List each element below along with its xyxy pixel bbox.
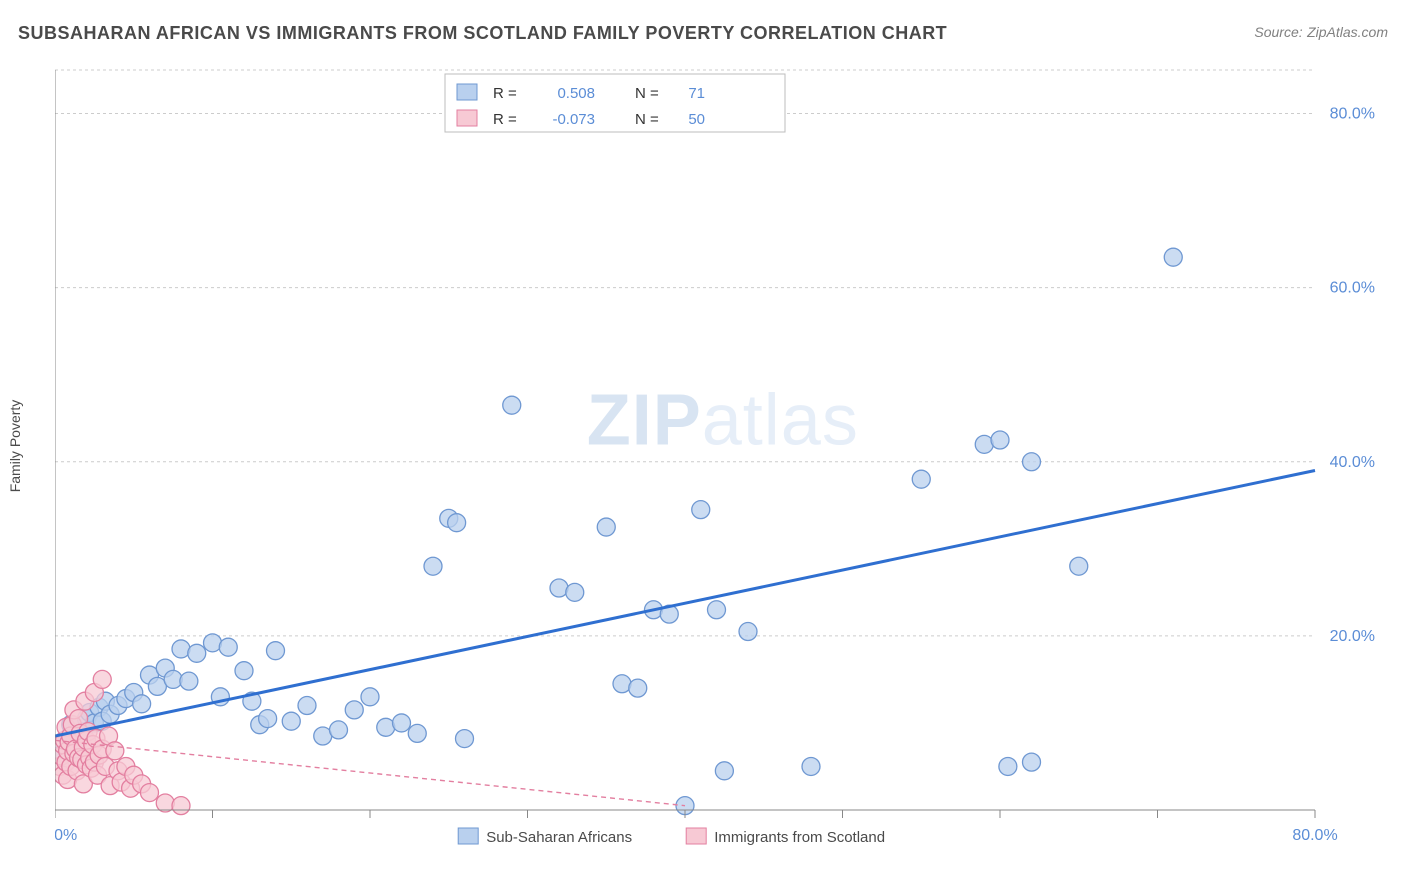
data-point (629, 679, 647, 697)
data-point (503, 396, 521, 414)
data-point (156, 794, 174, 812)
legend-n-value: 50 (688, 111, 705, 128)
data-point (912, 470, 930, 488)
series-legend-label: Sub-Saharan Africans (486, 829, 632, 846)
data-point (282, 712, 300, 730)
data-point (802, 757, 820, 775)
data-point (408, 724, 426, 742)
data-point (188, 644, 206, 662)
legend-r-label: R = (493, 111, 517, 128)
data-point (566, 583, 584, 601)
legend-n-value: 71 (688, 85, 705, 102)
legend-swatch (457, 110, 477, 126)
data-point (141, 784, 159, 802)
source-block: Source: ZipAtlas.com (1254, 24, 1388, 42)
data-point (235, 662, 253, 680)
x-tick-label: 0.0% (55, 827, 77, 844)
x-tick-label: 80.0% (1292, 827, 1337, 844)
data-point (999, 757, 1017, 775)
data-point (739, 623, 757, 641)
legend-r-value: 0.508 (557, 85, 595, 102)
page-title: SUBSAHARAN AFRICAN VS IMMIGRANTS FROM SC… (18, 23, 947, 44)
data-point (93, 670, 111, 688)
data-point (172, 797, 190, 815)
data-point (1164, 248, 1182, 266)
data-point (692, 501, 710, 519)
data-point (448, 514, 466, 532)
trend-line (55, 470, 1315, 736)
data-point (106, 742, 124, 760)
data-point (330, 721, 348, 739)
legend-n-label: N = (635, 85, 659, 102)
legend-swatch (458, 828, 478, 844)
legend-r-value: -0.073 (552, 111, 595, 128)
data-point (597, 518, 615, 536)
source-label: Source: (1254, 24, 1302, 40)
data-point (180, 672, 198, 690)
series-legend-label: Immigrants from Scotland (714, 829, 885, 846)
y-axis-label: Family Poverty (7, 400, 23, 493)
data-point (219, 638, 237, 656)
data-point (298, 697, 316, 715)
y-tick-label: 40.0% (1330, 454, 1375, 471)
data-point (345, 701, 363, 719)
y-tick-label: 20.0% (1330, 628, 1375, 645)
svg-text:ZIPatlas: ZIPatlas (587, 380, 859, 460)
data-point (1023, 453, 1041, 471)
legend-swatch (686, 828, 706, 844)
data-point (715, 762, 733, 780)
legend-swatch (457, 84, 477, 100)
data-point (991, 431, 1009, 449)
data-point (708, 601, 726, 619)
data-point (424, 557, 442, 575)
data-point (1023, 753, 1041, 771)
y-tick-label: 80.0% (1330, 106, 1375, 123)
data-point (1070, 557, 1088, 575)
legend-n-label: N = (635, 111, 659, 128)
data-point (267, 642, 285, 660)
data-point (133, 695, 151, 713)
data-point (361, 688, 379, 706)
data-point (456, 730, 474, 748)
y-tick-label: 60.0% (1330, 280, 1375, 297)
data-point (393, 714, 411, 732)
legend-r-label: R = (493, 85, 517, 102)
source-value: ZipAtlas.com (1307, 24, 1388, 40)
data-point (259, 710, 277, 728)
scatter-chart: ZIPatlas0.0%80.0%20.0%40.0%60.0%80.0%R =… (55, 60, 1385, 840)
